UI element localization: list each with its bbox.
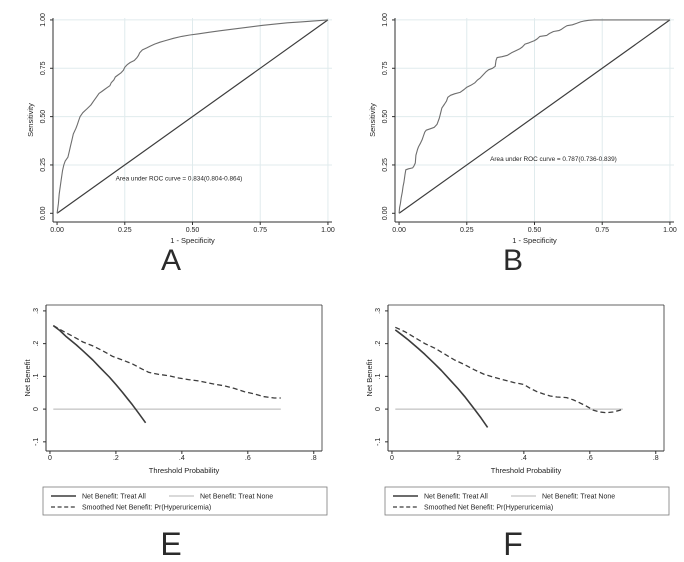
panel-roc-b: 0.00 0.25 0.50 0.75 1.00 0.00 0.25 0.50 0.75 1.00… [342,0,684,281]
svg-text:0.75: 0.75 [253,227,267,234]
svg-text:1.00: 1.00 [663,227,677,234]
svg-text:Threshold Probability: Threshold Probability [149,466,220,475]
svg-text:1 - Specificity: 1 - Specificity [170,236,215,245]
svg-text:.2: .2 [455,455,461,462]
svg-text:Area under ROC curve = 0.787(0: Area under ROC curve = 0.787(0.736-0.839… [490,156,617,163]
svg-text:.2: .2 [33,341,40,347]
svg-text:0.75: 0.75 [382,61,389,75]
svg-text:0: 0 [375,407,382,411]
roc-chart-b: 0.00 0.25 0.50 0.75 1.00 0.00 0.25 0.50 0.75 1.00… [368,13,677,245]
svg-text:.1: .1 [375,373,382,379]
panel-caption-b: B [502,244,523,277]
svg-text:.4: .4 [521,455,527,462]
svg-text:.6: .6 [245,455,251,462]
svg-text:-.1: -.1 [375,438,382,446]
svg-text:0.75: 0.75 [595,227,609,234]
svg-text:Sensitivity: Sensitivity [26,103,35,137]
svg-text:Net Benefit: Treat None: Net Benefit: Treat None [200,494,273,501]
svg-text:Net Benefit: Net Benefit [23,359,32,397]
decision-curve-chart-e: 0 .2 .4 .6 .8 -.1 0 .1 .2 .3 Threshold Probability… [23,304,328,516]
svg-text:0.00: 0.00 [40,206,47,220]
svg-text:Sensitivity: Sensitivity [368,103,377,137]
panel-caption-f: F [503,526,523,562]
svg-text:Net Benefit: Treat None: Net Benefit: Treat None [542,494,615,501]
panel-dca-f: 0 .2 .4 .6 .8 -.1 0 .1 .2 .3 Threshold Probability… [342,281,684,562]
svg-text:0.50: 0.50 [186,227,200,234]
svg-text:0.25: 0.25 [40,158,47,172]
decision-curve-chart-f: 0 .2 .4 .6 .8 -.1 0 .1 .2 .3 Threshold Probability… [365,304,670,516]
svg-text:0.25: 0.25 [382,158,389,172]
svg-text:.4: .4 [179,455,185,462]
svg-text:.2: .2 [113,455,119,462]
svg-text:0.75: 0.75 [40,61,47,75]
svg-text:-.1: -.1 [33,438,40,446]
svg-text:.6: .6 [587,455,593,462]
svg-text:.3: .3 [33,308,40,314]
svg-text:0.50: 0.50 [382,110,389,124]
svg-text:0.00: 0.00 [50,227,64,234]
svg-text:1.00: 1.00 [321,227,335,234]
svg-text:0.50: 0.50 [528,227,542,234]
svg-text:0.50: 0.50 [40,110,47,124]
panel-dca-e: 0 .2 .4 .6 .8 -.1 0 .1 .2 .3 Threshold Probability… [0,281,342,562]
roc-chart-a: 0.00 0.25 0.50 0.75 1.00 0.00 0.25 0.50 0.75 1.00… [26,13,335,245]
svg-text:0.25: 0.25 [460,227,474,234]
svg-text:Threshold Probability: Threshold Probability [491,466,562,475]
svg-text:0: 0 [48,455,52,462]
svg-text:0.00: 0.00 [382,206,389,220]
svg-text:Smoothed Net Benefit: Pr(Hyper: Smoothed Net Benefit: Pr(Hyperuricemia) [424,505,553,512]
panel-roc-a: 0.00 0.25 0.50 0.75 1.00 0.00 0.25 0.50 0.75 1.00… [0,0,342,281]
panel-caption-a: A [160,244,181,277]
svg-text:0.25: 0.25 [118,227,132,234]
svg-text:.3: .3 [375,308,382,314]
svg-text:.8: .8 [311,455,317,462]
svg-text:Area under ROC curve = 0.834(0: Area under ROC curve = 0.834(0.804-0.864… [116,175,243,182]
svg-text:1 - Specificity: 1 - Specificity [512,236,557,245]
svg-text:Net Benefit: Treat All: Net Benefit: Treat All [82,494,146,501]
svg-text:.8: .8 [653,455,659,462]
svg-text:0.00: 0.00 [392,227,406,234]
svg-text:1.00: 1.00 [382,13,389,27]
svg-text:1.00: 1.00 [40,13,47,27]
svg-text:.2: .2 [375,341,382,347]
svg-text:Net Benefit: Net Benefit [365,359,374,397]
svg-text:Net Benefit: Treat All: Net Benefit: Treat All [424,494,488,501]
svg-text:0: 0 [33,407,40,411]
panel-caption-e: E [160,526,182,562]
svg-text:Smoothed Net Benefit: Pr(Hyper: Smoothed Net Benefit: Pr(Hyperuricemia) [82,505,211,512]
svg-text:.1: .1 [33,373,40,379]
svg-text:0: 0 [390,455,394,462]
